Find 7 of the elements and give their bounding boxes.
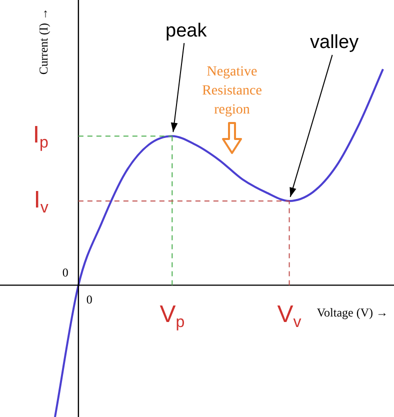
annotation: peak — [166, 20, 208, 42]
annotation: Negative Resistance region — [202, 64, 262, 118]
x-tick-label: 0 — [86, 292, 92, 306]
annotation: 0 — [62, 265, 68, 280]
x-axis-title: Voltage (V) → — [316, 305, 388, 320]
y-axis-title: Current (I) → — [36, 8, 51, 75]
annotation: valley — [310, 32, 360, 54]
